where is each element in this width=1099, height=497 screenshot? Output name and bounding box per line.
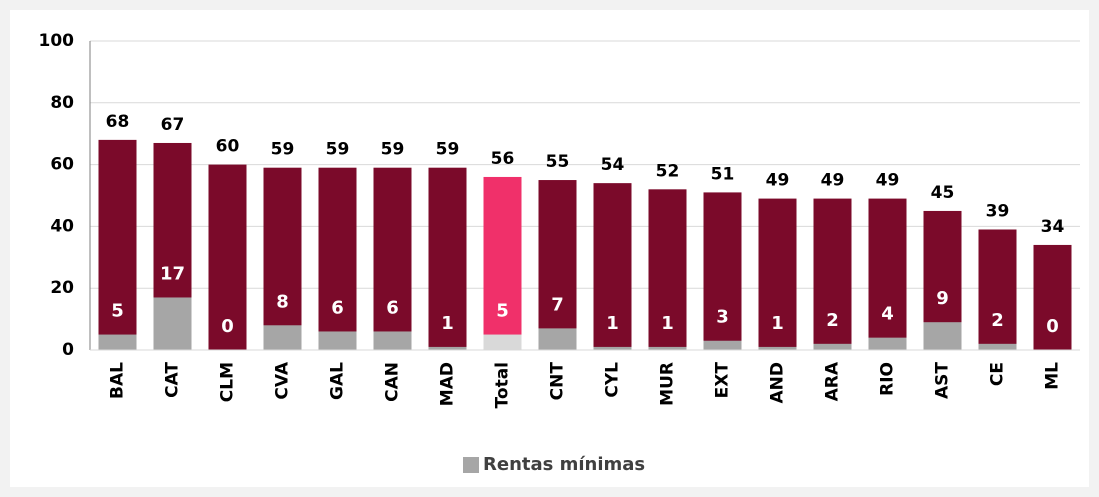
value-label: 39: [986, 201, 1010, 221]
bar: [978, 229, 1017, 350]
value-label: 49: [766, 171, 790, 191]
bar: [703, 340, 742, 350]
bar: [373, 167, 412, 350]
value-label: 55: [546, 152, 570, 172]
value-label: 2: [991, 310, 1004, 331]
x-tick-label: CE: [988, 362, 1008, 386]
bar: [153, 297, 192, 350]
bar: [1033, 244, 1072, 350]
bar: [428, 346, 467, 350]
value-label: 56: [491, 149, 515, 169]
x-tick-label: AST: [933, 362, 953, 399]
value-label: 59: [271, 140, 295, 160]
value-label: 34: [1041, 217, 1065, 237]
y-tick-label: 60: [50, 155, 74, 175]
y-tick-label: 80: [50, 93, 74, 113]
value-label: 8: [276, 291, 289, 312]
x-tick-label: CAT: [163, 362, 183, 398]
y-tick-label: 20: [50, 278, 74, 298]
bar: [758, 198, 797, 350]
bar: [593, 346, 632, 350]
value-label: 59: [436, 140, 460, 160]
x-tick-label: BAL: [108, 362, 128, 399]
value-label: 1: [606, 313, 619, 334]
bar: [428, 167, 467, 350]
bar: [538, 328, 577, 350]
value-label: 7: [551, 294, 564, 315]
value-label: 3: [716, 307, 729, 328]
value-label: 0: [1046, 316, 1059, 337]
x-tick-label: CLM: [218, 362, 238, 402]
value-label: 51: [711, 164, 735, 184]
value-label: 1: [661, 313, 674, 334]
value-label: 5: [496, 301, 509, 322]
bar: [318, 331, 357, 350]
x-tick-label: CNT: [548, 362, 568, 401]
bar: [483, 334, 522, 350]
bar: [483, 176, 522, 350]
value-label: 67: [161, 115, 185, 135]
x-tick-label: EXT: [713, 362, 733, 399]
legend-swatch: [463, 457, 479, 473]
value-label: 49: [876, 171, 900, 191]
value-label: 54: [601, 155, 625, 175]
value-label: 52: [656, 161, 680, 181]
x-tick-label: AND: [768, 362, 788, 404]
value-label: 59: [326, 140, 350, 160]
value-label: 6: [386, 297, 399, 318]
x-tick-label: MAD: [438, 362, 458, 406]
x-tick-label: ML: [1043, 362, 1063, 390]
value-label: 1: [441, 313, 454, 334]
value-label: 6: [331, 297, 344, 318]
bar: [868, 198, 907, 350]
value-label: 5: [111, 301, 124, 322]
bar: [318, 167, 357, 350]
x-tick-label: CVA: [273, 361, 293, 399]
value-label: 17: [160, 263, 185, 284]
value-label: 60: [216, 137, 240, 157]
value-label: 45: [931, 183, 955, 203]
bar: [923, 322, 962, 350]
bar: [263, 167, 302, 350]
value-label: 49: [821, 171, 845, 191]
bar: [208, 164, 247, 350]
y-tick-label: 0: [62, 340, 74, 360]
value-label: 4: [881, 304, 894, 325]
x-tick-label: CAN: [383, 362, 403, 402]
y-tick-label: 100: [39, 31, 75, 51]
x-tick-label: ARA: [823, 361, 843, 401]
bar: [98, 334, 137, 350]
x-tick-label: GAL: [328, 362, 348, 400]
value-label: 59: [381, 140, 405, 160]
value-label: 1: [771, 313, 784, 334]
x-tick-label: RIO: [878, 362, 898, 396]
bar: [263, 325, 302, 350]
bar: [813, 343, 852, 350]
bar: [813, 198, 852, 350]
bar: [98, 139, 137, 350]
bar: [703, 192, 742, 350]
bar: [758, 346, 797, 350]
value-label: 9: [936, 288, 949, 309]
bar: [648, 346, 687, 350]
legend-label: Rentas mínimas: [483, 454, 645, 475]
bar: [538, 180, 577, 350]
x-tick-label: Total: [493, 362, 513, 408]
x-tick-label: MUR: [658, 362, 678, 406]
bar: [373, 331, 412, 350]
bar: [978, 343, 1017, 350]
bar: [593, 183, 632, 350]
x-tick-label: CYL: [603, 362, 623, 398]
bar: [868, 337, 907, 350]
y-tick-label: 40: [50, 216, 74, 236]
value-label: 2: [826, 310, 839, 331]
bar: [648, 189, 687, 350]
value-label: 0: [221, 316, 234, 337]
value-label: 68: [106, 112, 130, 132]
